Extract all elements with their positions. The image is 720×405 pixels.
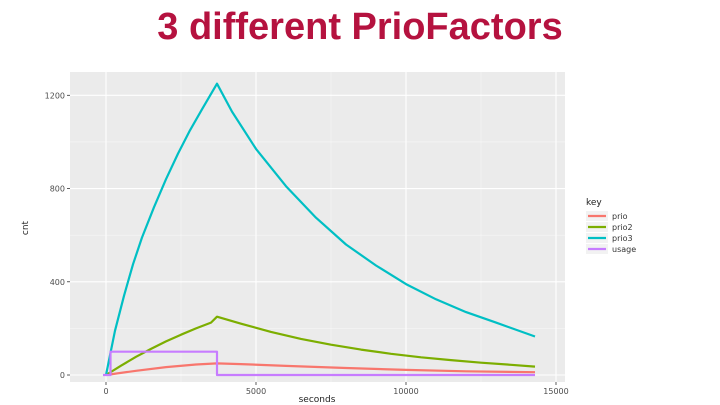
- series-line-usage: [103, 350, 535, 377]
- series-layer: [103, 82, 536, 377]
- x-tick-label: 10000: [393, 387, 418, 396]
- y-axis-ticks: 0 400 800 1200: [45, 91, 70, 380]
- y-tick-label: 400: [50, 278, 65, 287]
- series-line-prio2: [105, 315, 536, 376]
- x-tick-label: 15000: [543, 387, 568, 396]
- y-tick-label: 800: [50, 185, 65, 194]
- plot-panel: [70, 72, 565, 382]
- y-tick-label: 0: [60, 371, 65, 380]
- series-line-prio3: [104, 82, 536, 376]
- x-tick-label: 5000: [246, 387, 266, 396]
- legend-label-prio: prio: [612, 212, 628, 221]
- x-axis-ticks: 0 5000 10000 15000: [103, 382, 569, 396]
- legend-label-usage: usage: [612, 245, 636, 254]
- y-tick-label: 1200: [45, 91, 65, 100]
- legend-label-prio2: prio2: [612, 223, 633, 232]
- legend-label-prio3: prio3: [612, 234, 633, 243]
- legend: key prio prio2 prio3 usage: [586, 198, 636, 254]
- series-line-prio: [105, 362, 536, 377]
- y-axis-title: cnt: [21, 220, 31, 235]
- legend-title: key: [586, 198, 602, 208]
- x-tick-label: 0: [103, 387, 108, 396]
- slide-title: 3 different PrioFactors: [157, 6, 563, 48]
- minor-gridlines: [70, 72, 565, 382]
- x-axis-title: seconds: [299, 395, 336, 405]
